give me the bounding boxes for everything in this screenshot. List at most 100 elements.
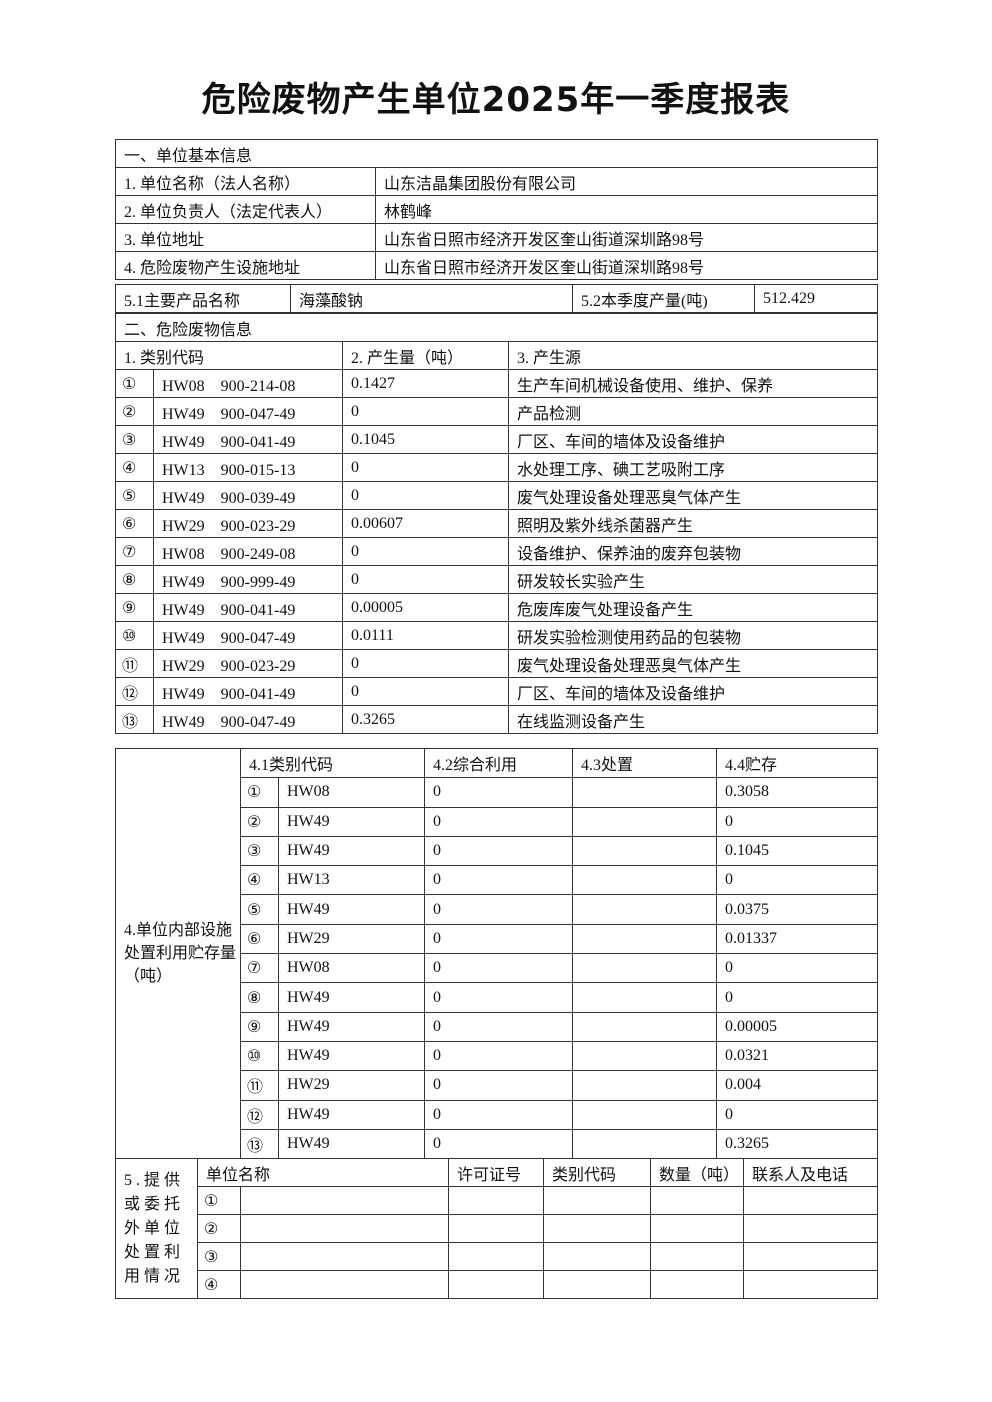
license-no-cell[interactable] bbox=[448, 1242, 545, 1271]
utilization: 0 bbox=[424, 923, 574, 955]
info-label: 1. 单位名称（法人名称） bbox=[115, 167, 376, 196]
utilization: 0 bbox=[424, 1070, 574, 1101]
category-code-cell[interactable] bbox=[543, 1186, 652, 1215]
category-code: HW13 bbox=[277, 865, 426, 896]
quantity-cell[interactable] bbox=[650, 1186, 745, 1215]
contact-cell[interactable] bbox=[743, 1270, 879, 1299]
storage: 0.3058 bbox=[716, 777, 879, 808]
category-code: HW49 900-047-49 bbox=[153, 705, 343, 734]
row-number: ⑧ bbox=[115, 565, 154, 594]
source: 废气处理设备处理恶臭气体产生 bbox=[507, 649, 879, 678]
utilization: 0 bbox=[424, 1011, 574, 1042]
row-number: ⑧ bbox=[240, 982, 279, 1013]
info-value: 山东洁晶集团股份有限公司 bbox=[374, 167, 879, 196]
table-row: ⑥ HW29 0 0.01337 bbox=[116, 923, 879, 955]
category-code: HW49 bbox=[277, 1099, 426, 1130]
source: 厂区、车间的墙体及设备维护 bbox=[507, 425, 879, 454]
table-row: ⑧ HW49 0 0 bbox=[116, 982, 879, 1013]
source: 产品检测 bbox=[507, 397, 879, 426]
table-header: 4.单位内部设施处置利用贮存量（吨） 4.1类别代码 4.2综合利用 4.3处置 4.4… bbox=[115, 747, 879, 1160]
category-code-cell[interactable] bbox=[543, 1270, 652, 1299]
unit-name-cell[interactable] bbox=[239, 1242, 450, 1271]
section-header: 一、单位基本信息 bbox=[114, 139, 879, 168]
unit-name-cell[interactable] bbox=[239, 1270, 450, 1299]
table-row: ③ HW49 900-041-49 0.1045 厂区、车间的墙体及设备维护 bbox=[115, 425, 879, 454]
table-row: ⑬ HW49 900-047-49 0.3265 在线监测设备产生 bbox=[115, 705, 879, 734]
license-no-cell[interactable] bbox=[448, 1186, 545, 1215]
license-no-cell[interactable] bbox=[448, 1214, 545, 1243]
table-row: ⑤ HW49 900-039-49 0 废气处理设备处理恶臭气体产生 bbox=[115, 481, 879, 510]
table-row: ⑥ HW29 900-023-29 0.00607 照明及紫外线杀菌器产生 bbox=[115, 509, 879, 538]
disposal bbox=[572, 1040, 718, 1072]
source: 研发实验检测使用药品的包装物 bbox=[507, 621, 879, 650]
category-code: HW49 bbox=[277, 806, 426, 837]
utilization: 0 bbox=[424, 894, 574, 925]
table-row: ⑧ HW49 900-999-49 0 研发较长实验产生 bbox=[115, 565, 879, 594]
category-code: HW49 900-047-49 bbox=[153, 621, 343, 650]
contact-cell[interactable] bbox=[743, 1242, 879, 1271]
quantity-cell[interactable] bbox=[650, 1242, 745, 1271]
amount: 0.0111 bbox=[342, 621, 509, 650]
column-header: 4.2综合利用 bbox=[424, 747, 574, 779]
category-code-cell[interactable] bbox=[543, 1214, 652, 1243]
source: 厂区、车间的墙体及设备维护 bbox=[507, 677, 879, 706]
storage: 0.0321 bbox=[716, 1040, 879, 1072]
category-code: HW08 bbox=[277, 953, 426, 984]
row-number: ⑦ bbox=[115, 537, 154, 566]
category-code: HW29 bbox=[277, 1070, 426, 1101]
unit-name-cell[interactable] bbox=[239, 1186, 450, 1215]
category-code: HW08 bbox=[277, 777, 426, 808]
license-no-cell[interactable] bbox=[448, 1270, 545, 1299]
info-row: 2. 单位负责人（法定代表人） 林鹤峰 bbox=[115, 195, 879, 224]
disposal bbox=[572, 1011, 718, 1042]
amount: 0 bbox=[342, 677, 509, 706]
utilization: 0 bbox=[424, 1040, 574, 1072]
amount: 0.00005 bbox=[342, 593, 509, 622]
quantity-cell[interactable] bbox=[650, 1214, 745, 1243]
utilization: 0 bbox=[424, 1099, 574, 1130]
disposal bbox=[572, 923, 718, 955]
column-header: 4.1类别代码 bbox=[239, 747, 426, 779]
row-number: ⑬ bbox=[115, 705, 154, 734]
disposal bbox=[572, 835, 718, 867]
row-number: ⑨ bbox=[240, 1011, 279, 1042]
row-number: ① bbox=[197, 1186, 241, 1215]
section-title: 二、危险废物信息 bbox=[114, 313, 879, 342]
table-row: ⑬ HW49 0 0.3265 bbox=[116, 1128, 879, 1160]
category-code: HW49 bbox=[277, 1040, 426, 1072]
category-code: HW49 900-999-49 bbox=[153, 565, 343, 594]
info-value: 山东省日照市经济开发区奎山街道深圳路98号 bbox=[374, 223, 879, 252]
section-header: 二、危险废物信息 bbox=[114, 313, 879, 342]
row-number: ⑫ bbox=[240, 1099, 279, 1130]
row-number: ⑫ bbox=[115, 677, 154, 706]
product-table: 5.1主要产品名称 海藻酸钠 5.2本季度产量(吨) 512.429 bbox=[115, 284, 878, 313]
amount: 0.3265 bbox=[342, 705, 509, 734]
info-label: 4. 危险废物产生设施地址 bbox=[115, 251, 376, 280]
row-number: ⑪ bbox=[240, 1070, 279, 1101]
disposal bbox=[572, 1070, 718, 1101]
category-code: HW29 bbox=[277, 923, 426, 955]
product-value: 海藻酸钠 bbox=[290, 284, 573, 313]
table-row: ⑦ HW08 0 0 bbox=[116, 953, 879, 984]
row-number: ③ bbox=[240, 835, 279, 867]
category-code-cell[interactable] bbox=[543, 1242, 652, 1271]
disposal bbox=[572, 1099, 718, 1130]
contact-cell[interactable] bbox=[743, 1186, 879, 1215]
table-row: ⑪ HW29 900-023-29 0 废气处理设备处理恶臭气体产生 bbox=[115, 649, 879, 678]
column-header: 许可证号 bbox=[448, 1158, 545, 1187]
source: 生产车间机械设备使用、维护、保养 bbox=[507, 369, 879, 398]
contact-cell[interactable] bbox=[743, 1214, 879, 1243]
category-code: HW49 900-041-49 bbox=[153, 593, 343, 622]
info-row: 4. 危险废物产生设施地址 山东省日照市经济开发区奎山街道深圳路98号 bbox=[115, 251, 879, 280]
table-row: ⑨ HW49 900-041-49 0.00005 危废库废气处理设备产生 bbox=[115, 593, 879, 622]
quantity-cell[interactable] bbox=[650, 1270, 745, 1299]
row-number: ① bbox=[240, 777, 279, 808]
utilization: 0 bbox=[424, 777, 574, 808]
unit-name-cell[interactable] bbox=[239, 1214, 450, 1243]
utilization: 0 bbox=[424, 806, 574, 837]
category-code: HW08 900-214-08 bbox=[153, 369, 343, 398]
section-label: 4.单位内部设施处置利用贮存量（吨） bbox=[115, 747, 241, 1160]
table-row: ② bbox=[116, 1214, 879, 1243]
row-number: ④ bbox=[240, 865, 279, 896]
row-number: ⑬ bbox=[240, 1128, 279, 1160]
